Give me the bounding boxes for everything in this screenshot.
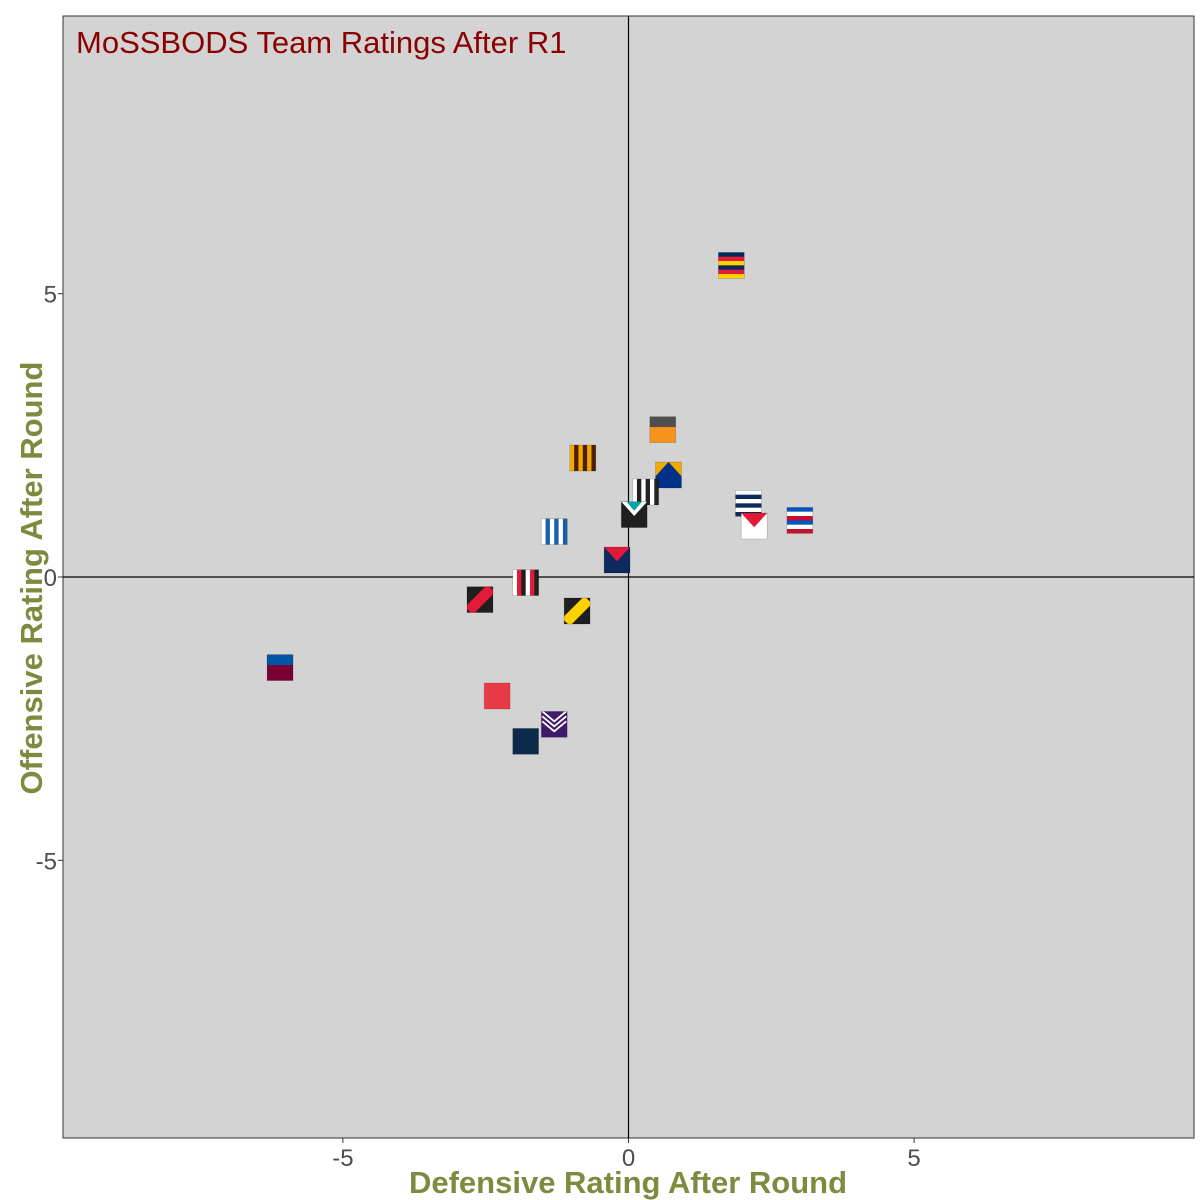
team-points [266, 252, 814, 755]
y-tick-label: 5 [44, 282, 57, 309]
y-tick-label: 0 [44, 565, 57, 592]
point-carlton [512, 728, 539, 755]
x-tick-label: -5 [332, 1145, 353, 1172]
point-gold-coast [483, 682, 511, 710]
y-tick-label: -5 [36, 848, 57, 875]
y-axis-title: Offensive Rating After Round [14, 362, 49, 795]
point-gws [649, 416, 677, 443]
point-port-adelaide [620, 501, 648, 528]
point-collingwood [632, 478, 659, 506]
chart-title: MoSSBODS Team Ratings After R1 [76, 25, 566, 60]
point-brisbane [266, 654, 294, 681]
point-melbourne [603, 546, 631, 574]
point-western-bulldogs [786, 507, 814, 534]
point-st-kilda [512, 569, 539, 596]
point-essendon [466, 586, 494, 613]
y-axis-ticks: -5 0 5 [36, 282, 63, 875]
point-geelong [540, 518, 568, 545]
point-richmond [563, 597, 591, 625]
x-axis-ticks: -5 0 5 [332, 1138, 921, 1172]
point-sydney [740, 512, 768, 540]
x-tick-label: 0 [622, 1145, 635, 1172]
point-adelaide [718, 252, 745, 279]
point-fremantle [540, 711, 568, 738]
x-axis-title: Defensive Rating After Round [409, 1165, 847, 1200]
point-west-coast [655, 461, 682, 489]
point-hawthorn [569, 444, 597, 472]
x-tick-label: 5 [907, 1145, 920, 1172]
